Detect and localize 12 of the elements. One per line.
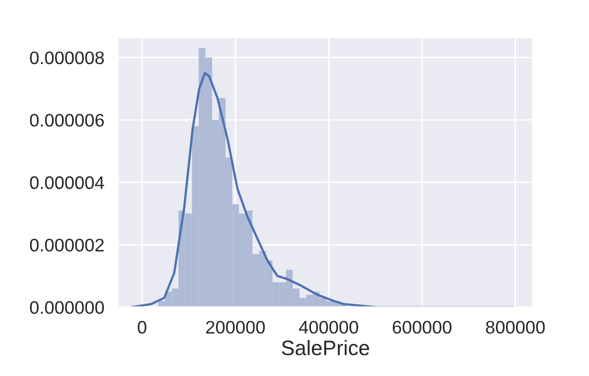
- y-tick-label: 0.000000: [30, 301, 104, 314]
- x-axis-title: SalePrice: [282, 340, 370, 356]
- y-tick-label: 0.000002: [30, 238, 104, 252]
- x-tick-label: 400000: [298, 320, 358, 334]
- x-tick-label: 0: [138, 320, 146, 334]
- x-tick-label: 800000: [486, 320, 545, 334]
- y-tick-label: 0.000008: [30, 51, 104, 64]
- x-tick-label: 600000: [392, 320, 452, 334]
- y-tick-label: 0.000004: [30, 176, 104, 190]
- x-tick-label: 200000: [206, 320, 265, 334]
- line-series: [130, 72, 514, 308]
- y-tick-label: 0.000006: [30, 114, 104, 127]
